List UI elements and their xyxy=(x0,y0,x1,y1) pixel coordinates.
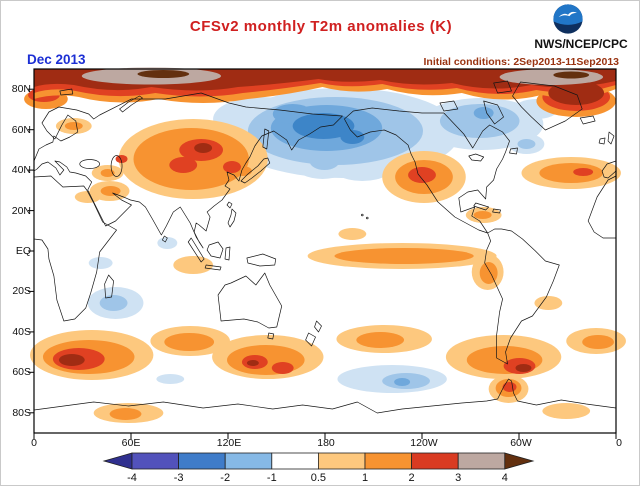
colorbar-segment xyxy=(178,452,226,470)
coastlines xyxy=(33,80,617,434)
colorbar-tick-label: -4 xyxy=(127,472,137,484)
noaa-logo-icon xyxy=(553,4,583,34)
lat-tick-label: 40S xyxy=(12,326,31,338)
lat-tick-label: EQ xyxy=(15,245,31,257)
arctic-warm-band xyxy=(24,67,616,117)
forecast-month-label: Dec 2013 xyxy=(27,52,86,67)
colorbar-segment xyxy=(224,452,273,470)
lat-tick-label: 60S xyxy=(12,366,31,378)
colorbar-tick-label: -2 xyxy=(220,472,230,484)
anomaly-map xyxy=(24,67,626,439)
colorbar-segment xyxy=(457,452,506,470)
lat-tick-label: 80S xyxy=(12,407,31,419)
lat-tick-label: 20S xyxy=(12,285,31,297)
lon-tick-label: 60E xyxy=(121,437,141,449)
lat-tick-label: 40N xyxy=(11,164,31,176)
colorbar-tick-label: 0.5 xyxy=(311,472,326,484)
map-frame-and-ticks xyxy=(28,68,617,439)
initial-conditions-label: Initial conditions: 2Sep2013-11Sep2013 xyxy=(423,56,620,68)
colorbar-segment xyxy=(271,452,319,470)
lon-tick-label: 0 xyxy=(31,437,37,449)
colorbar-segment xyxy=(317,452,366,470)
agency-label: NWS/NCEP/CPC xyxy=(534,37,628,51)
colorbar-segment xyxy=(131,452,179,470)
colorbar-segment xyxy=(411,452,459,470)
lon-tick-label: 120W xyxy=(410,437,438,449)
colorbar-arrow-right xyxy=(504,452,535,470)
chart-title: CFSv2 monthly T2m anomalies (K) xyxy=(189,18,453,35)
colorbar-tick-label: 4 xyxy=(502,472,508,484)
lon-tick-label: 0 xyxy=(616,437,622,449)
colorbar-tick-label: 2 xyxy=(409,472,415,484)
lat-tick-label: 20N xyxy=(11,205,31,217)
colorbar-segment xyxy=(364,452,412,470)
colorbar: -4 -3 -2 -1 0.5 1 2 3 4 xyxy=(102,452,535,484)
warm-anomaly-regions xyxy=(30,118,626,423)
lat-tick-label: 60N xyxy=(11,124,31,136)
colorbar-tick-label: -3 xyxy=(174,472,184,484)
colorbar-tick-label: 3 xyxy=(455,472,461,484)
col orbar-tick-label: -1 xyxy=(267,472,277,484)
colorbar-labels: -4 -3 -2 -1 0.5 1 2 3 4 xyxy=(127,472,508,484)
lat-tick-label: 80N xyxy=(11,83,31,95)
lon-tick-label: 120E xyxy=(216,437,242,449)
lon-tick-label: 180 xyxy=(317,437,335,449)
colorbar-scale xyxy=(102,452,535,470)
lon-tick-label: 60W xyxy=(510,437,532,449)
colorbar-arrow-left xyxy=(102,452,133,470)
colorbar-tick-label: 1 xyxy=(362,472,368,484)
